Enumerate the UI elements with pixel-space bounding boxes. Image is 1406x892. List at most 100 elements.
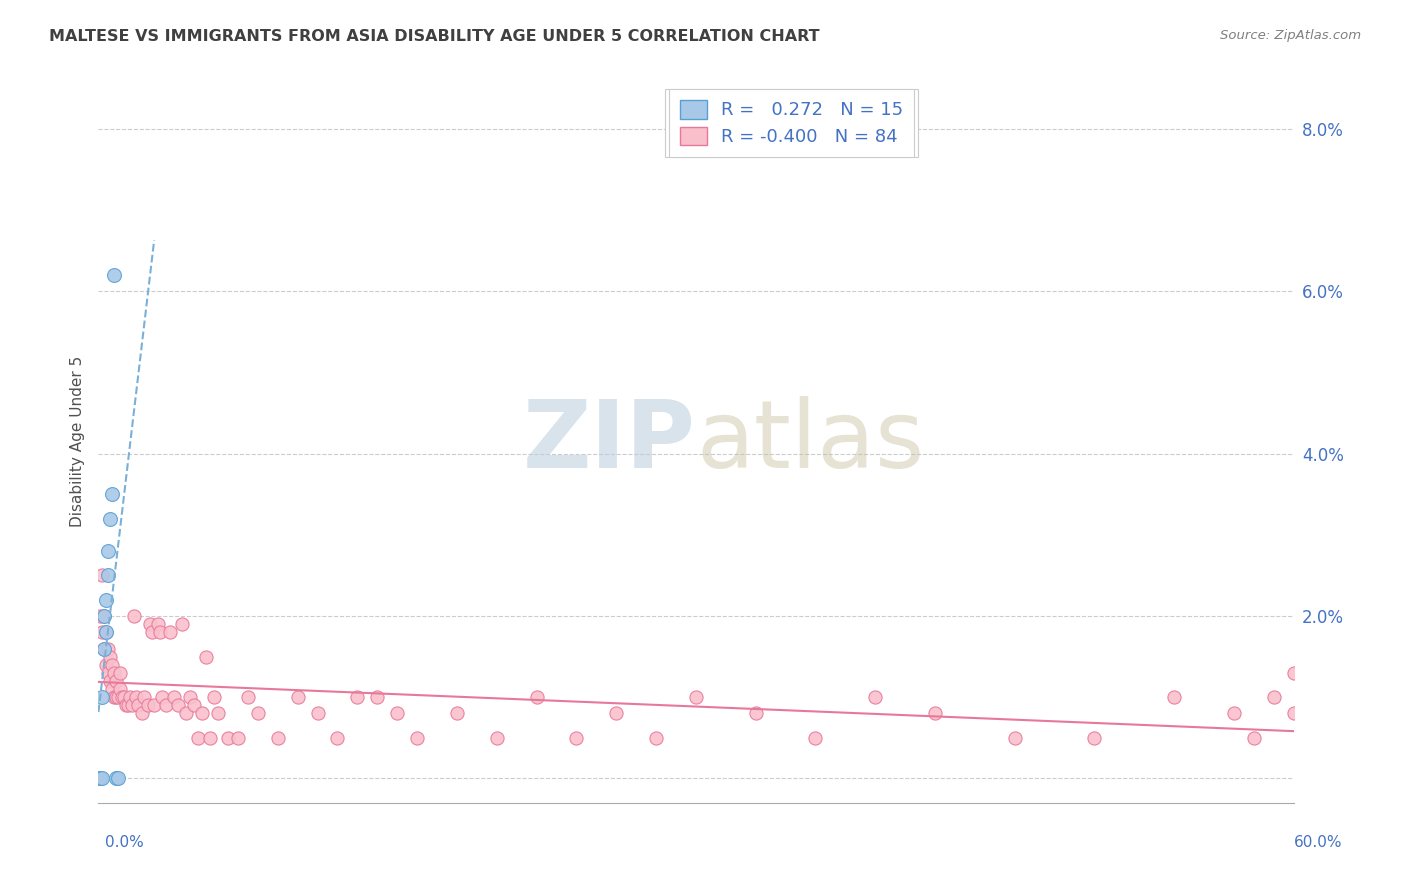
Point xyxy=(526,690,548,705)
Point xyxy=(685,690,707,705)
Point xyxy=(98,673,122,688)
Point xyxy=(103,665,125,680)
Point xyxy=(143,698,166,713)
Point xyxy=(191,706,214,721)
Point xyxy=(91,772,114,786)
Point xyxy=(565,731,588,745)
Point xyxy=(96,625,118,640)
Point xyxy=(179,690,201,705)
Point xyxy=(183,698,205,713)
Point xyxy=(89,772,111,786)
Point xyxy=(139,617,162,632)
Point xyxy=(155,698,177,713)
Point xyxy=(366,690,388,705)
Point xyxy=(174,706,197,721)
Point xyxy=(125,690,148,705)
Point xyxy=(446,706,468,721)
Point xyxy=(105,673,128,688)
Point xyxy=(217,731,239,745)
Point xyxy=(202,690,225,705)
Point xyxy=(89,772,111,786)
Point xyxy=(96,592,118,607)
Point xyxy=(346,690,368,705)
Point xyxy=(865,690,887,705)
Point xyxy=(120,690,142,705)
Point xyxy=(89,609,111,624)
Point xyxy=(110,665,132,680)
Point xyxy=(148,617,170,632)
Point xyxy=(326,731,349,745)
Point xyxy=(91,625,114,640)
Point xyxy=(267,731,290,745)
Point xyxy=(93,609,115,624)
Point xyxy=(236,690,259,705)
Point xyxy=(98,649,122,664)
Point xyxy=(107,690,129,705)
Point xyxy=(97,641,120,656)
Point xyxy=(163,690,186,705)
Point xyxy=(1223,706,1246,721)
Point xyxy=(105,690,128,705)
Point xyxy=(93,641,115,656)
Text: atlas: atlas xyxy=(696,395,924,488)
Text: 60.0%: 60.0% xyxy=(1295,836,1343,850)
Point xyxy=(127,698,149,713)
Point xyxy=(134,690,156,705)
Point xyxy=(745,706,768,721)
Point xyxy=(103,268,125,282)
Point xyxy=(96,625,118,640)
Point xyxy=(1243,731,1265,745)
Point xyxy=(150,690,173,705)
Point xyxy=(97,544,120,558)
Y-axis label: Disability Age Under 5: Disability Age Under 5 xyxy=(69,356,84,527)
Text: MALTESE VS IMMIGRANTS FROM ASIA DISABILITY AGE UNDER 5 CORRELATION CHART: MALTESE VS IMMIGRANTS FROM ASIA DISABILI… xyxy=(49,29,820,44)
Point xyxy=(91,568,114,582)
Point xyxy=(136,698,159,713)
Text: Source: ZipAtlas.com: Source: ZipAtlas.com xyxy=(1220,29,1361,42)
Point xyxy=(97,665,120,680)
Point xyxy=(287,690,309,705)
Point xyxy=(141,625,163,640)
Point xyxy=(1004,731,1026,745)
Point xyxy=(198,731,221,745)
Point xyxy=(406,731,429,745)
Point xyxy=(385,706,409,721)
Point xyxy=(485,731,508,745)
Point xyxy=(96,657,118,672)
Point xyxy=(924,706,946,721)
Point xyxy=(1083,731,1105,745)
Point xyxy=(112,690,135,705)
Point xyxy=(105,772,128,786)
Point xyxy=(1282,706,1305,721)
Point xyxy=(246,706,269,721)
Point xyxy=(167,698,190,713)
Point xyxy=(103,690,125,705)
Point xyxy=(121,698,143,713)
Point xyxy=(107,772,129,786)
Point xyxy=(645,731,668,745)
Point xyxy=(804,731,827,745)
Point xyxy=(159,625,181,640)
Text: ZIP: ZIP xyxy=(523,395,696,488)
Point xyxy=(149,625,172,640)
Point xyxy=(115,698,138,713)
Point xyxy=(98,511,122,525)
Text: 0.0%: 0.0% xyxy=(105,836,145,850)
Point xyxy=(187,731,209,745)
Point xyxy=(1282,665,1305,680)
Point xyxy=(97,568,120,582)
Point xyxy=(172,617,194,632)
Point xyxy=(111,690,134,705)
Point xyxy=(124,609,146,624)
Point xyxy=(131,706,153,721)
Point xyxy=(101,487,124,501)
Point xyxy=(91,690,114,705)
Point xyxy=(195,649,218,664)
Point xyxy=(207,706,229,721)
Point xyxy=(93,609,115,624)
Point xyxy=(110,682,132,697)
Point xyxy=(226,731,249,745)
Point xyxy=(101,657,124,672)
Point xyxy=(93,641,115,656)
Legend: R =   0.272   N = 15, R = -0.400   N = 84: R = 0.272 N = 15, R = -0.400 N = 84 xyxy=(669,89,914,157)
